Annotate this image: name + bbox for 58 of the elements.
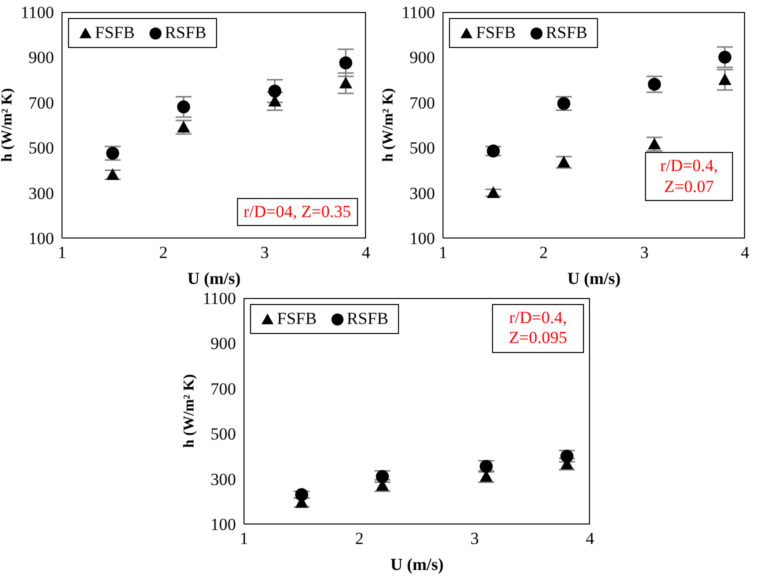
point: [718, 73, 732, 85]
point: [177, 100, 190, 114]
x-tick-label: 2: [159, 243, 168, 262]
y-tick-label: 300: [28, 184, 54, 203]
point: [106, 168, 120, 180]
x-tick-label: 3: [640, 243, 649, 262]
point: [560, 450, 574, 463]
y-tick-label: 1100: [20, 3, 54, 22]
point: [486, 144, 500, 158]
y-tick-label: 300: [210, 470, 236, 489]
point: [376, 470, 389, 484]
y-tick-label: 900: [410, 48, 435, 68]
x-tick-label: 4: [586, 529, 595, 548]
y-tick-label: 700: [410, 93, 435, 112]
y-tick-label: 900: [210, 334, 236, 354]
y-tick-label: 100: [410, 229, 435, 248]
y-tick-label: 1100: [202, 289, 236, 308]
x-tick-label: 1: [438, 243, 448, 262]
y-axis-title: h (W/m² K): [0, 88, 16, 162]
annotation: r/D=0.4, Z=0.095: [492, 304, 584, 353]
legend-label: FSFB: [476, 23, 516, 43]
y-tick-label: 700: [28, 93, 54, 112]
point: [339, 56, 352, 70]
legend-label: FSFB: [277, 309, 317, 329]
x-axis-title: U (m/s): [187, 269, 241, 288]
x-tick-label: 3: [470, 529, 479, 548]
legend-label: RSFB: [346, 309, 388, 329]
y-tick-label: 500: [410, 138, 435, 158]
y-tick-label: 500: [28, 138, 54, 158]
x-axis-title: U (m/s): [390, 555, 444, 574]
x-tick-label: 4: [740, 243, 750, 262]
x-tick-label: 3: [260, 243, 269, 262]
y-axis-title: h (W/m² K): [181, 374, 198, 448]
y-tick-label: 700: [210, 379, 236, 398]
y-axis-title: h (W/m² K): [380, 88, 396, 162]
y-tick-label: 100: [28, 229, 54, 248]
legend-label: RSFB: [164, 23, 206, 43]
x-tick-label: 4: [362, 243, 371, 262]
y-tick-label: 900: [28, 48, 54, 68]
x-tick-label: 1: [58, 243, 66, 262]
legend-label: RSFB: [546, 23, 588, 43]
point: [268, 84, 282, 98]
x-axis-title: U (m/s): [567, 269, 621, 288]
x-tick-label: 2: [539, 243, 548, 262]
annotation: r/D=04, Z=0.35: [236, 198, 358, 226]
y-tick-label: 500: [210, 424, 236, 444]
y-tick-label: 1100: [402, 3, 435, 22]
point: [295, 488, 308, 502]
annotation: r/D=0.4, Z=0.07: [645, 152, 733, 201]
y-tick-label: 100: [210, 515, 236, 534]
x-tick-label: 1: [240, 529, 248, 548]
point: [718, 50, 732, 64]
point: [557, 156, 570, 168]
x-tick-label: 2: [355, 529, 364, 548]
point: [486, 186, 500, 198]
y-tick-label: 300: [410, 184, 435, 203]
point: [480, 460, 493, 473]
legend-label: FSFB: [95, 23, 135, 43]
